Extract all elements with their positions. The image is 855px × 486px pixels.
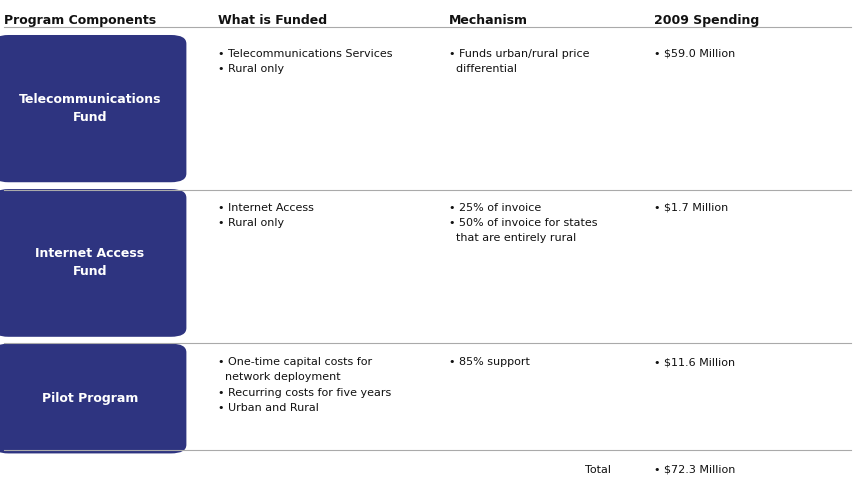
Text: Internet Access
Fund: Internet Access Fund: [35, 247, 144, 278]
Text: • $11.6 Million: • $11.6 Million: [654, 357, 735, 367]
Text: What is Funded: What is Funded: [218, 14, 327, 27]
FancyBboxPatch shape: [0, 344, 186, 453]
Text: Program Components: Program Components: [4, 14, 156, 27]
Text: Mechanism: Mechanism: [449, 14, 528, 27]
Text: • $1.7 Million: • $1.7 Million: [654, 203, 728, 213]
Text: • One-time capital costs for
  network deployment
• Recurring costs for five yea: • One-time capital costs for network dep…: [218, 357, 392, 413]
Text: • 25% of invoice
• 50% of invoice for states
  that are entirely rural: • 25% of invoice • 50% of invoice for st…: [449, 203, 598, 243]
Text: • Telecommunications Services
• Rural only: • Telecommunications Services • Rural on…: [218, 49, 392, 74]
FancyBboxPatch shape: [0, 35, 186, 182]
Text: • Funds urban/rural price
  differential: • Funds urban/rural price differential: [449, 49, 589, 74]
Text: • 85% support: • 85% support: [449, 357, 530, 367]
FancyBboxPatch shape: [0, 189, 186, 337]
Text: • $72.3 Million: • $72.3 Million: [654, 465, 735, 475]
Text: Pilot Program: Pilot Program: [42, 392, 138, 405]
Text: • $59.0 Million: • $59.0 Million: [654, 49, 735, 59]
Text: Total: Total: [586, 465, 611, 475]
Text: • Internet Access
• Rural only: • Internet Access • Rural only: [218, 203, 314, 228]
Text: Telecommunications
Fund: Telecommunications Fund: [19, 93, 161, 124]
Text: 2009 Spending: 2009 Spending: [654, 14, 759, 27]
